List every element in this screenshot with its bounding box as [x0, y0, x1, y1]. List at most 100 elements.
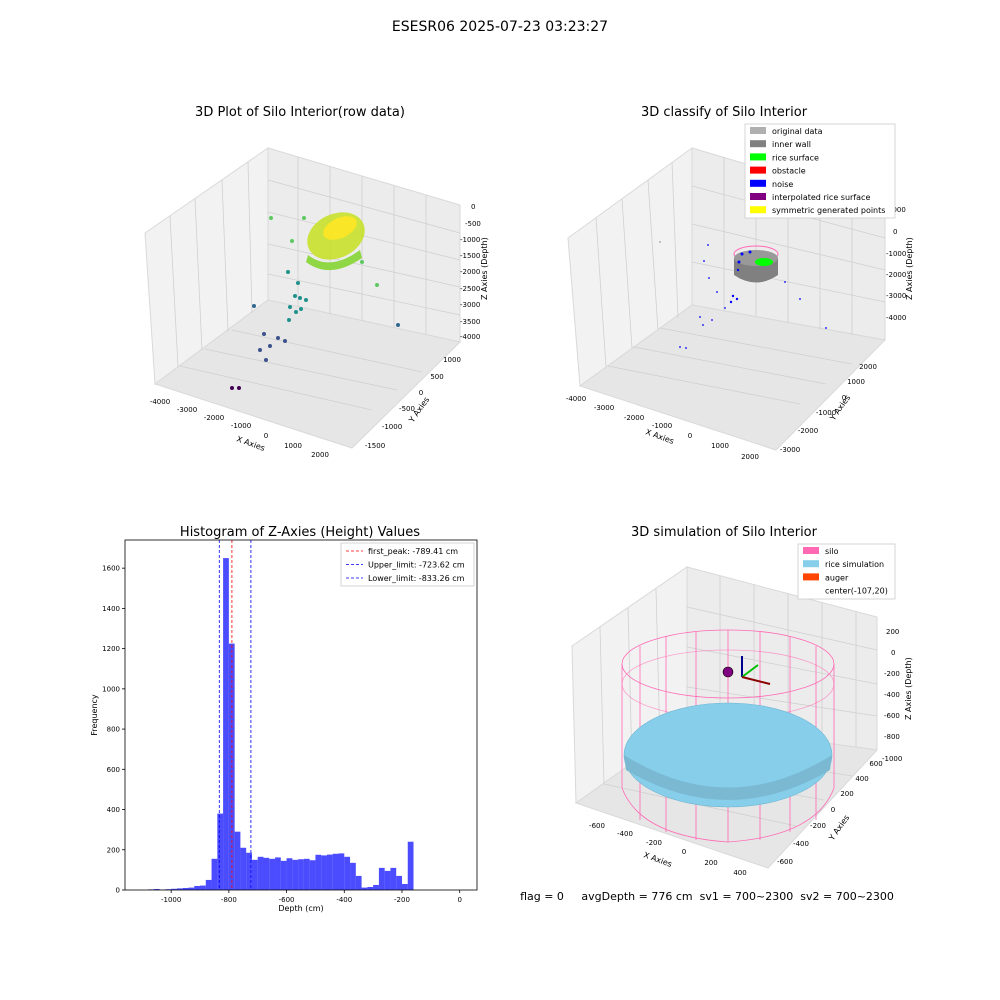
classify-legend: original data inner wall rice surface obsta… — [744, 123, 896, 219]
tick: -600 — [777, 858, 793, 866]
hist-bar — [407, 841, 414, 890]
hist-bar — [303, 858, 310, 890]
tick: 600 — [869, 760, 882, 768]
tick: 200 — [840, 790, 853, 798]
hist-bar — [338, 853, 345, 890]
hist-bar — [390, 867, 397, 890]
hist-bar — [298, 859, 304, 890]
raw-point — [269, 216, 273, 220]
tick: -500 — [465, 220, 481, 228]
hist-bar — [246, 852, 252, 890]
tick: 1000 — [847, 378, 865, 386]
hist-bar — [176, 888, 183, 890]
hist-bar — [240, 847, 247, 890]
pane-grid — [169, 157, 461, 411]
hist-bar — [361, 887, 368, 890]
hist-bar — [171, 888, 177, 890]
axis-ticks-classify: -4000 -3000 -2000 -1000 0 1000 2000 -300… — [566, 206, 907, 461]
panel-histogram: Histogram of Z-Axies (Height) Values -10… — [90, 525, 478, 913]
tick: 400 — [855, 775, 868, 783]
tick: 2000 — [859, 363, 877, 371]
legend-label: auger — [825, 573, 849, 582]
tick: -3000 — [886, 292, 906, 300]
tick: -500 — [399, 405, 415, 413]
tick: -1000 — [882, 755, 902, 763]
raw-surface-highlight — [323, 216, 357, 240]
tick: -400 — [884, 691, 900, 699]
raw-point — [252, 304, 256, 308]
hist-bar — [321, 855, 327, 890]
hist-reference-lines — [218, 540, 252, 890]
noise-point — [740, 252, 744, 256]
legend-frame — [340, 542, 475, 587]
noise-point — [708, 277, 710, 279]
tick: -2000 — [624, 414, 644, 422]
axis-ticks-sim: -600 -400 -200 0 200 400 -600 -400 -200 … — [589, 628, 902, 877]
tick: -1500 — [365, 442, 385, 450]
tick: -3500 — [460, 318, 480, 326]
hist-bar — [315, 854, 322, 890]
footer-status: flag = 0 avgDepth = 776 cm sv1 = 700~230… — [520, 890, 894, 903]
hist-bar — [153, 888, 160, 890]
panel-classify-3d: 3D classify of Silo Interior -4000 -3000… — [566, 105, 914, 461]
rice-simulation-underside — [624, 755, 832, 800]
tick: -4000 — [886, 314, 906, 322]
raw-point — [283, 339, 287, 343]
noise-point — [703, 260, 705, 262]
raw-point — [396, 323, 400, 327]
noise-point — [737, 260, 741, 264]
noise-point — [784, 281, 786, 283]
tick: 0 — [842, 394, 846, 402]
raw-point — [288, 305, 292, 309]
auger-axis-y — [741, 664, 759, 678]
pane-floor — [578, 304, 887, 451]
tick: 200 — [886, 628, 899, 636]
tick: -600 — [589, 822, 605, 830]
hist-bar — [344, 856, 351, 890]
raw-point — [293, 294, 297, 298]
noise-point — [679, 346, 681, 348]
tick: -400 — [793, 840, 809, 848]
legend-label: first_peak: -789.41 cm — [368, 547, 458, 556]
noise-point — [702, 324, 704, 326]
legend-label: rice surface — [772, 153, 819, 162]
legend-swatch — [750, 127, 766, 134]
hist-bar — [280, 860, 287, 890]
noise-point — [825, 327, 827, 329]
tick: 0 — [688, 432, 692, 440]
legend-label: interpolated rice surface — [772, 193, 870, 202]
y-tick-label: 0 — [116, 887, 120, 895]
tick: -1000 — [886, 250, 906, 258]
hist-bar — [326, 854, 333, 890]
x-tick-label: 0 — [457, 896, 461, 904]
tick: 0 — [893, 228, 897, 236]
hist-bar — [194, 885, 201, 890]
hist-bar — [384, 870, 391, 890]
tick: -3000 — [460, 301, 480, 309]
legend-swatch — [803, 560, 819, 568]
y-tick-label: 1400 — [102, 605, 120, 613]
hist-bar — [269, 858, 276, 890]
legend-label: obstacle — [772, 167, 806, 176]
hist-bar — [234, 831, 241, 890]
tick: -1000 — [231, 422, 251, 430]
y-tick-label: 400 — [107, 806, 120, 814]
tick: -200 — [646, 839, 662, 847]
tick: -200 — [810, 822, 826, 830]
tick: -1000 — [382, 423, 402, 431]
raw-point — [360, 260, 364, 264]
hist-bar — [401, 883, 408, 890]
tick: 0 — [682, 848, 686, 856]
tick: -3000 — [177, 406, 197, 414]
legend-swatch — [750, 140, 766, 148]
legend-label: noise — [772, 180, 793, 189]
z-axis-label: Z Axies (Depth) — [905, 237, 914, 300]
raw-point — [264, 358, 268, 362]
raw-point — [286, 270, 290, 274]
tick: 2000 — [311, 451, 329, 459]
noise-point — [731, 294, 735, 298]
hist-bar — [292, 859, 299, 890]
tick: -4000 — [566, 395, 586, 403]
raw-point — [299, 307, 303, 311]
